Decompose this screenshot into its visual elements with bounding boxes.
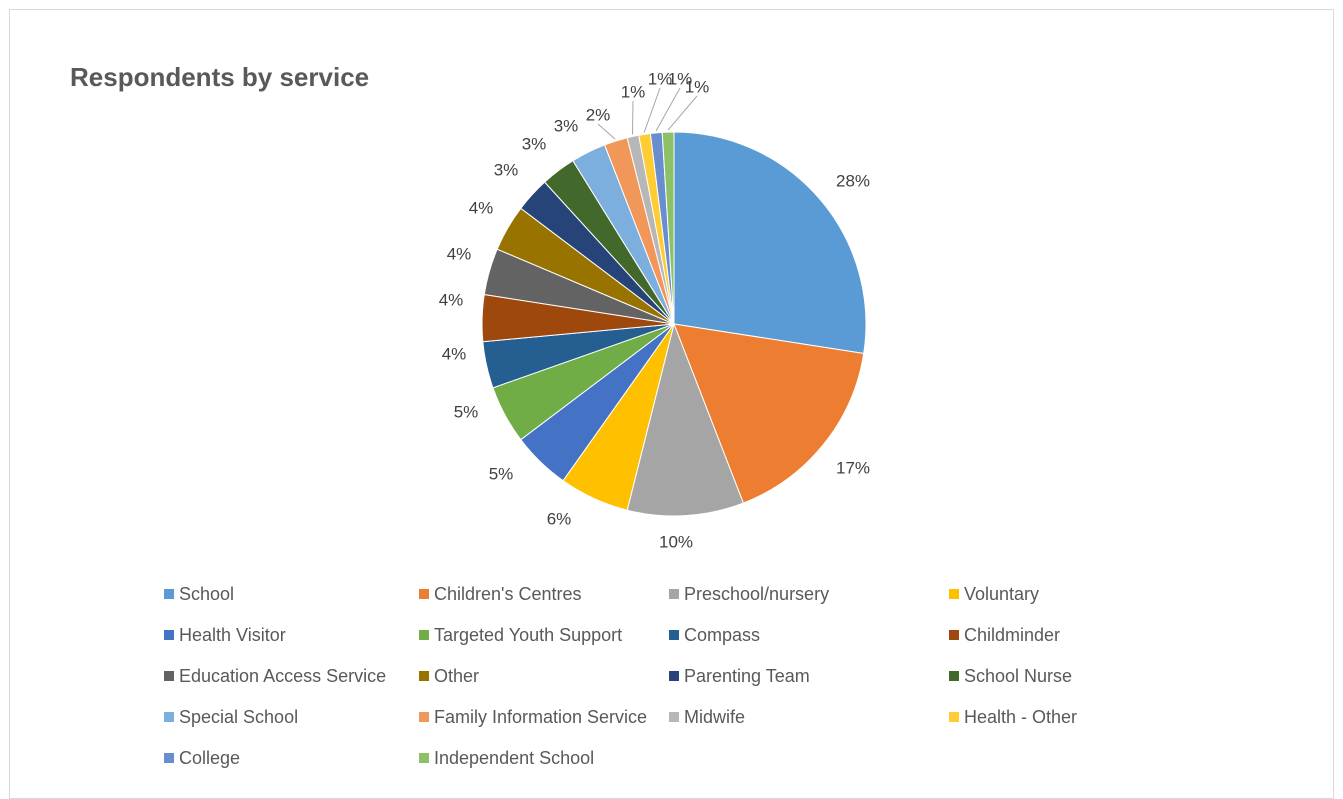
chart-title: Respondents by service	[70, 62, 370, 92]
data-label-18: 1%	[685, 77, 710, 96]
legend-swatch	[419, 753, 429, 763]
pie-slice-children-s-centres	[673, 323, 865, 504]
legend-label: School	[179, 583, 235, 604]
data-label-2: 17%	[836, 458, 870, 477]
legend-item-college: College	[164, 746, 240, 770]
legend-swatch	[419, 712, 429, 722]
pie-slice-independent-school	[661, 131, 675, 325]
data-label-leader-16	[643, 87, 661, 133]
data-label-16: 1%	[648, 69, 673, 88]
data-label-7: 4%	[442, 344, 467, 363]
legend-label: Voluntary	[964, 583, 1040, 604]
legend-label: Other	[434, 665, 480, 686]
legend-item-education-access-service: Education Access Service	[164, 664, 386, 688]
legend-swatch	[669, 630, 679, 640]
legend-swatch	[164, 712, 174, 722]
legend-item-voluntary: Voluntary	[949, 582, 1039, 606]
legend-item-health-visitor: Health Visitor	[164, 623, 286, 647]
data-label-9: 4%	[447, 244, 472, 263]
legend-item-targeted-youth-support: Targeted Youth Support	[419, 623, 622, 647]
legend-item-school: School	[164, 582, 234, 606]
data-label-14: 2%	[586, 105, 611, 124]
legend-swatch	[419, 630, 429, 640]
legend-item-special-school: Special School	[164, 705, 298, 729]
legend-label: Preschool/nursery	[684, 583, 830, 604]
pie-slice-school	[673, 131, 867, 355]
legend-swatch	[164, 630, 174, 640]
legend-label: Health - Other	[964, 706, 1078, 727]
legend-swatch	[669, 712, 679, 722]
legend-label: Compass	[684, 624, 761, 645]
legend-swatch	[669, 589, 679, 599]
legend-label: Childminder	[964, 624, 1061, 645]
legend-swatch	[419, 589, 429, 599]
legend-label: Targeted Youth Support	[434, 624, 623, 645]
legend-item-children-s-centres: Children's Centres	[419, 582, 582, 606]
data-label-8: 4%	[439, 290, 464, 309]
legend-item-parenting-team: Parenting Team	[669, 664, 810, 688]
data-label-leader-18	[667, 95, 698, 131]
legend-item-midwife: Midwife	[669, 705, 745, 729]
data-label-6: 5%	[454, 402, 479, 421]
legend-label: Midwife	[684, 706, 746, 727]
data-label-15: 1%	[621, 82, 646, 101]
legend-swatch	[949, 589, 959, 599]
pie-slice-preschool-nursery	[626, 322, 745, 517]
data-label-3: 10%	[659, 532, 693, 551]
legend-item-other: Other	[419, 664, 479, 688]
legend-swatch	[949, 630, 959, 640]
legend-label: School Nurse	[964, 665, 1073, 686]
legend-label: Family Information Service	[434, 706, 648, 727]
legend-label: College	[179, 747, 241, 768]
legend-label: Education Access Service	[179, 665, 387, 686]
data-label-1: 28%	[836, 171, 870, 190]
legend-item-independent-school: Independent School	[419, 746, 594, 770]
legend-swatch	[669, 671, 679, 681]
legend-label: Independent School	[434, 747, 595, 768]
data-label-5: 5%	[489, 464, 514, 483]
data-label-leader-14	[597, 123, 616, 140]
legend-label: Health Visitor	[179, 624, 286, 645]
legend-item-family-information-service: Family Information Service	[419, 705, 647, 729]
data-label-leader-15	[632, 100, 634, 135]
data-label-leader-17	[655, 87, 681, 132]
legend-label: Parenting Team	[684, 665, 810, 686]
data-label-10: 4%	[469, 198, 494, 217]
data-label-4: 6%	[547, 509, 572, 528]
legend-label: Children's Centres	[434, 583, 582, 604]
legend-swatch	[949, 712, 959, 722]
data-label-11: 3%	[494, 160, 519, 179]
data-label-17: 1%	[668, 69, 693, 88]
legend-item-health-other: Health - Other	[949, 705, 1077, 729]
legend-swatch	[164, 671, 174, 681]
legend-swatch	[164, 589, 174, 599]
legend-swatch	[164, 753, 174, 763]
legend-item-compass: Compass	[669, 623, 760, 647]
legend-item-childminder: Childminder	[949, 623, 1060, 647]
legend-item-school-nurse: School Nurse	[949, 664, 1072, 688]
legend-label: Special School	[179, 706, 299, 727]
data-label-12: 3%	[522, 134, 547, 153]
data-label-13: 3%	[554, 116, 579, 135]
legend-swatch	[949, 671, 959, 681]
legend-swatch	[419, 671, 429, 681]
legend-item-preschool-nursery: Preschool/nursery	[669, 582, 829, 606]
